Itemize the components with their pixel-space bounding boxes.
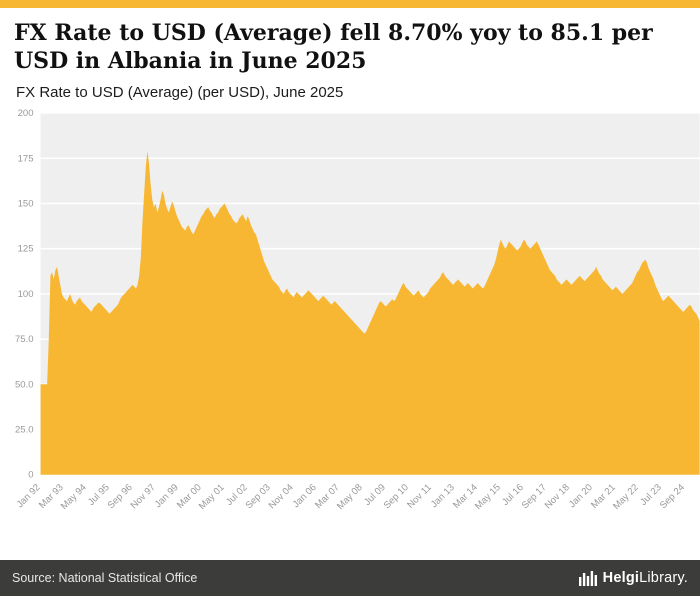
source-note: Source: National Statistical Office bbox=[12, 571, 198, 585]
x-tick-label: May 15 bbox=[473, 482, 503, 512]
x-tick-label: Sep 24 bbox=[658, 482, 688, 512]
x-tick-label: May 22 bbox=[611, 482, 641, 512]
x-tick-label: Nov 97 bbox=[129, 482, 158, 511]
x-tick-label: Sep 96 bbox=[106, 482, 135, 511]
footer-bar: Source: National Statistical Office Helg… bbox=[0, 560, 700, 596]
y-tick-label: 75.0 bbox=[15, 334, 34, 345]
brand-regular: Library. bbox=[639, 570, 688, 586]
area-series bbox=[40, 151, 700, 475]
x-tick-label: May 01 bbox=[197, 482, 227, 512]
header: FX Rate to USD (Average) fell 8.70% yoy … bbox=[0, 8, 700, 103]
y-tick-label: 175 bbox=[18, 153, 34, 164]
chart-subtitle: FX Rate to USD (Average) (per USD), June… bbox=[16, 84, 344, 101]
top-accent-bar bbox=[0, 0, 700, 8]
brand-bold: Helgi bbox=[602, 570, 640, 586]
y-tick-label: 100 bbox=[18, 289, 34, 300]
helgilibrary-logo: HelgiLibrary. bbox=[578, 570, 688, 586]
helgilibrary-logo-text: HelgiLibrary. bbox=[603, 570, 688, 586]
x-tick-label: Sep 03 bbox=[244, 482, 273, 511]
x-tick-label: Nov 04 bbox=[267, 482, 297, 512]
x-tick-label: May 94 bbox=[59, 482, 89, 512]
x-tick-label: Sep 10 bbox=[382, 482, 411, 511]
y-tick-label: 50.0 bbox=[15, 379, 34, 390]
page-title: FX Rate to USD (Average) fell 8.70% yoy … bbox=[14, 20, 653, 74]
x-tick-label: Sep 17 bbox=[520, 482, 549, 511]
y-tick-label: 200 bbox=[18, 108, 34, 119]
y-tick-label: 125 bbox=[18, 244, 34, 255]
chart-area: 200 175 150 125 100 75.0 50.0 25.0 0 Jan 92 Mar 93… bbox=[0, 105, 700, 535]
y-tick-label: 150 bbox=[18, 198, 34, 209]
x-tick-label: May 08 bbox=[335, 482, 365, 512]
helgilibrary-logo-icon bbox=[578, 571, 597, 586]
y-tick-label: 0 bbox=[28, 470, 33, 481]
x-tick-label: Nov 11 bbox=[405, 482, 434, 511]
x-tick-label: Nov 18 bbox=[543, 482, 572, 511]
y-tick-label: 25.0 bbox=[15, 425, 34, 436]
